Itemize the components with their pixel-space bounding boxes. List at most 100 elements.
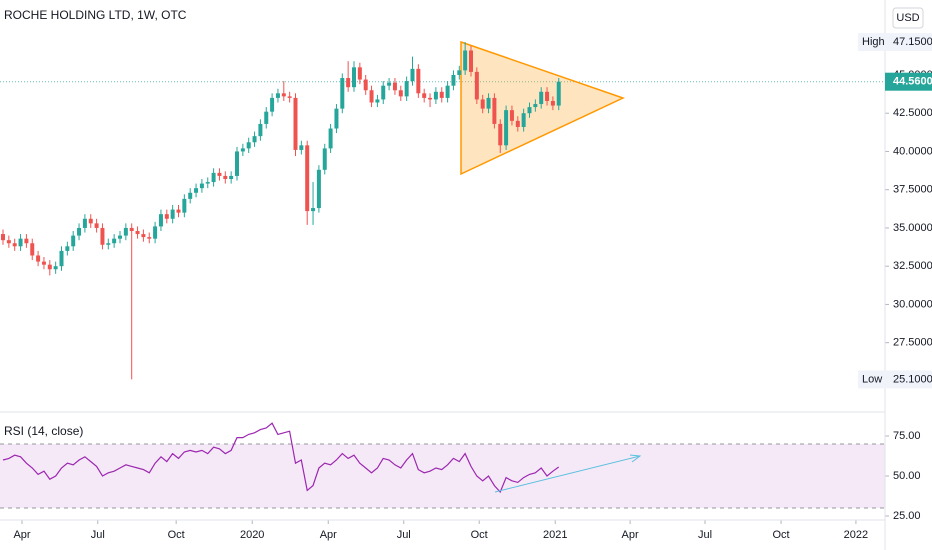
price-marker-name: High <box>862 36 885 48</box>
candle-body <box>164 214 169 219</box>
candle-body <box>82 218 87 228</box>
x-tick-label: 2022 <box>844 529 868 541</box>
rsi-tick-label: 25.00 <box>893 510 921 522</box>
candle-body <box>428 97 433 100</box>
x-tick-label: 2020 <box>240 529 264 541</box>
x-tick-label: Apr <box>622 529 639 541</box>
y-tick-label: 32.5000 <box>893 260 932 272</box>
candle-body <box>504 110 509 146</box>
candle-body <box>357 67 362 80</box>
candle-body <box>176 209 181 213</box>
candle-body <box>474 71 479 100</box>
candle-body <box>30 243 35 256</box>
candle-body <box>375 99 380 103</box>
candle-body <box>65 246 70 251</box>
candle-body <box>18 238 23 247</box>
candle-body <box>129 227 134 232</box>
label-layer: High 47.1500 Low 25.1000 44.5600 <box>858 33 932 389</box>
candle-body <box>59 250 64 267</box>
candle-body <box>398 90 403 97</box>
candle-body <box>135 231 140 235</box>
candle-body <box>123 227 128 236</box>
candle-body <box>480 99 485 109</box>
candle-body <box>246 142 251 149</box>
y-tick-label: 37.5000 <box>893 184 932 196</box>
candle-body <box>77 227 82 236</box>
currency-button[interactable] <box>892 7 924 29</box>
candle-body <box>392 82 397 91</box>
candle-body <box>311 208 316 212</box>
x-tick-label: Jul <box>91 529 105 541</box>
candle-body <box>305 145 310 212</box>
price-marker-box <box>858 370 932 389</box>
y-tick-label: 35.0000 <box>893 222 932 234</box>
candle-body <box>433 91 438 100</box>
candle-body <box>287 96 292 98</box>
candle-body <box>387 82 392 86</box>
candle-body <box>264 111 269 124</box>
candle-body <box>158 214 163 227</box>
x-tick-label: 2021 <box>543 529 567 541</box>
candle-body <box>556 81 561 106</box>
candle-body <box>293 97 298 150</box>
candle-body <box>1 234 6 241</box>
y-tick-label: 30.0000 <box>893 298 932 310</box>
x-tick-label: Apr <box>320 529 337 541</box>
candle-body <box>545 91 550 101</box>
candle-body <box>6 240 11 244</box>
rsi-band <box>0 444 885 508</box>
price-marker-value: 47.1500 <box>893 36 932 48</box>
candle-body <box>270 97 275 112</box>
x-tick-label: Oct <box>772 529 789 541</box>
candle-body <box>229 175 234 179</box>
last-price-box <box>885 72 932 91</box>
candle-body <box>468 50 473 72</box>
candle-body <box>141 234 146 238</box>
candle-body <box>194 188 199 193</box>
candle-body <box>445 85 450 98</box>
candle-body <box>24 238 29 244</box>
y-tick-label: 42.5000 <box>893 107 932 119</box>
candle-body <box>351 67 356 88</box>
candle-body <box>205 182 210 184</box>
y-tick-label: 27.5000 <box>893 337 932 349</box>
candle-body <box>36 255 41 262</box>
candle-body <box>328 128 333 149</box>
candle-body <box>275 93 280 98</box>
candle-body <box>381 85 386 100</box>
candle-body <box>199 183 204 189</box>
candle-body <box>41 261 46 265</box>
candle-body <box>515 120 520 127</box>
candle-body <box>170 209 175 219</box>
candle-body <box>112 238 117 244</box>
x-tick-label: Jul <box>698 529 712 541</box>
candle-body <box>539 91 544 105</box>
candle-body <box>182 198 187 213</box>
x-tick-label: Jul <box>397 529 411 541</box>
candle-body <box>509 110 514 121</box>
candle-body <box>451 74 456 86</box>
candle-body <box>492 97 497 124</box>
y-tick-label: 40.0000 <box>893 145 932 157</box>
price-marker-name: Low <box>862 373 882 385</box>
candle-body <box>240 148 245 152</box>
candle-body <box>404 81 409 97</box>
candle-body <box>316 169 321 209</box>
candle-body <box>369 90 374 103</box>
candle-body <box>299 145 304 150</box>
candle-body <box>252 136 257 143</box>
rsi-tick-label: 50.00 <box>893 470 921 482</box>
rsi-trend-arrow <box>629 454 642 463</box>
x-tick-label: Oct <box>471 529 488 541</box>
rsi-line <box>2 422 560 494</box>
last-price-label: 44.5600 <box>893 76 932 88</box>
candle-body <box>322 148 327 170</box>
candle-body <box>94 223 99 228</box>
currency[interactable]: USD <box>896 12 919 24</box>
candle-body <box>463 50 468 71</box>
candle-body <box>217 172 222 176</box>
candle-body <box>88 218 93 224</box>
candle-body <box>416 68 421 94</box>
candle-body <box>100 227 105 245</box>
